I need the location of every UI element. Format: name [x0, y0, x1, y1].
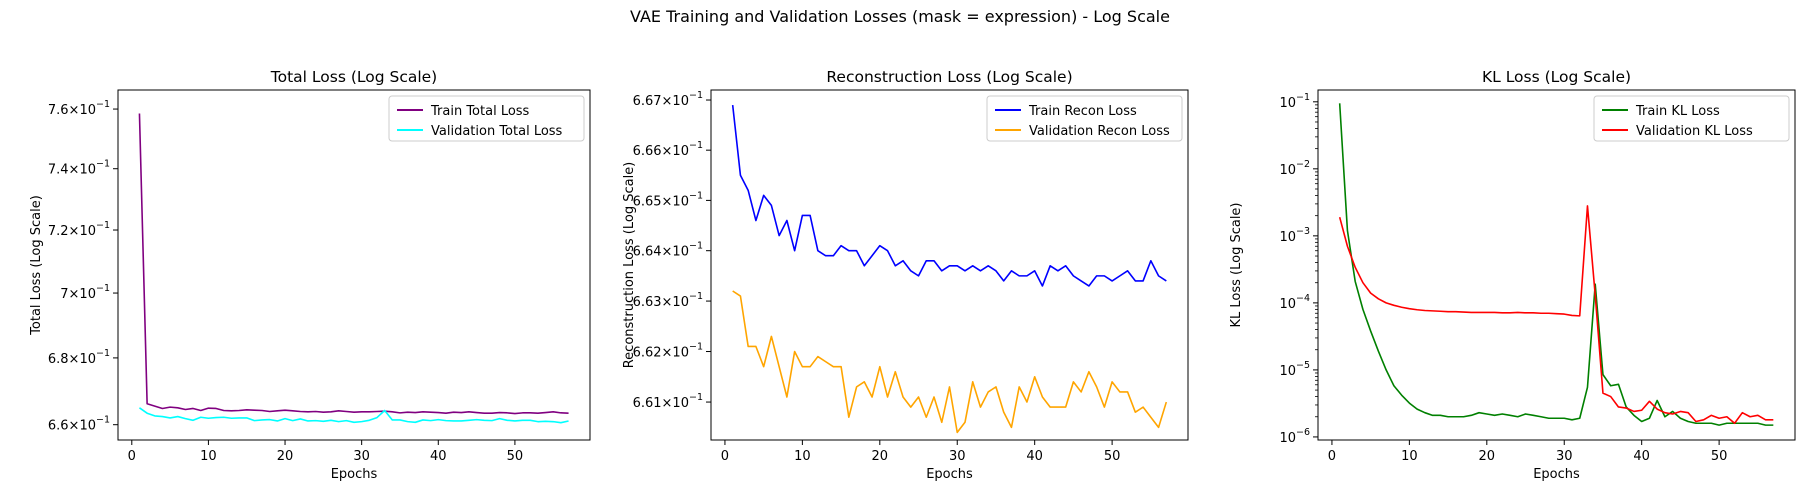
y-tick-label: 7.4×10−1 — [48, 159, 110, 178]
chart-panel-0: 0 10 20 30 40 50 6.6×10−1 6.8×10−1 7×10−1 7.2×10−… — [29, 68, 591, 482]
panel-title: Total Loss (Log Scale) — [270, 68, 437, 86]
figure-title: VAE Training and Validation Losses (mask… — [630, 7, 1170, 26]
y-tick-label: 6.65×10−1 — [633, 190, 703, 209]
x-tick-label: 0 — [1328, 449, 1336, 464]
y-tick-label: 10−3 — [1279, 226, 1310, 245]
series-line-2-1 — [1338, 205, 1774, 425]
y-tick-label: 6.8×10−1 — [48, 348, 110, 367]
x-tick-label: 50 — [507, 449, 524, 464]
panel-title: Reconstruction Loss (Log Scale) — [826, 68, 1072, 86]
x-tick-label: 30 — [353, 449, 370, 464]
legend: Train Recon Loss Validation Recon Loss — [986, 95, 1183, 142]
y-axis-label: KL Loss (Log Scale) — [1229, 202, 1244, 327]
x-axis-label: Epochs — [926, 467, 973, 482]
legend-box — [388, 95, 585, 142]
y-tick-label: 6.61×10−1 — [633, 392, 703, 411]
y-tick-label: 6.6×10−1 — [48, 415, 110, 434]
legend-label: Validation KL Loss — [1636, 124, 1753, 139]
legend-box — [1593, 95, 1790, 142]
series-line-0-0 — [138, 113, 569, 415]
chart-panel-2: 0 10 20 30 40 50 10−6 10−5 10−4 10−3 10−2 10−1 Epoch… — [1229, 68, 1796, 482]
legend-label: Validation Total Loss — [431, 124, 563, 139]
x-tick-label: 20 — [872, 449, 889, 464]
x-axis-label: Epochs — [331, 467, 378, 482]
series-line-2-0 — [1338, 103, 1774, 426]
legend-label: Train Total Loss — [430, 104, 530, 119]
x-tick-label: 10 — [200, 449, 217, 464]
x-tick-label: 30 — [1556, 449, 1573, 464]
y-tick-label: 7.2×10−1 — [48, 220, 110, 239]
y-tick-label: 10−6 — [1279, 427, 1310, 446]
x-axis-label: Epochs — [1533, 467, 1580, 482]
x-tick-label: 10 — [1401, 449, 1418, 464]
x-tick-label: 50 — [1104, 449, 1121, 464]
y-tick-label: 10−2 — [1279, 159, 1310, 178]
legend: Train Total Loss Validation Total Loss — [388, 95, 585, 142]
y-axis-label: Reconstruction Loss (Log Scale) — [622, 162, 637, 369]
x-tick-label: 0 — [721, 449, 729, 464]
series-line-1-0 — [731, 104, 1167, 287]
plot-frame — [117, 89, 591, 441]
legend-label: Validation Recon Loss — [1029, 124, 1170, 139]
x-tick-label: 0 — [128, 449, 136, 464]
chart-panel-1: 0 10 20 30 40 50 6.61×10−1 6.62×10−1 6.63×10−1 6.… — [622, 68, 1189, 482]
y-tick-label: 7.6×10−1 — [48, 99, 110, 118]
series-line-1-1 — [732, 290, 1168, 434]
x-tick-label: 30 — [949, 449, 966, 464]
legend-label: Train Recon Loss — [1028, 104, 1137, 119]
y-tick-label: 6.67×10−1 — [633, 90, 703, 109]
y-tick-label: 6.66×10−1 — [633, 140, 703, 159]
legend-box — [986, 95, 1183, 142]
plot-frame — [1317, 89, 1796, 441]
chart-panels: 0 10 20 30 40 50 6.6×10−1 6.8×10−1 7×10−1 7.2×10−… — [29, 68, 1796, 482]
legend: Train KL Loss Validation KL Loss — [1593, 95, 1790, 142]
y-tick-label: 7×10−1 — [60, 283, 110, 302]
y-tick-label: 6.62×10−1 — [633, 342, 703, 361]
x-tick-label: 40 — [1026, 449, 1043, 464]
x-tick-label: 10 — [794, 449, 811, 464]
y-tick-label: 10−1 — [1279, 92, 1310, 111]
y-axis-label: Total Loss (Log Scale) — [29, 195, 44, 336]
y-tick-label: 10−5 — [1279, 360, 1310, 379]
y-tick-label: 10−4 — [1279, 293, 1310, 312]
x-tick-label: 20 — [1479, 449, 1496, 464]
plot-frame — [710, 89, 1189, 441]
x-tick-label: 20 — [277, 449, 294, 464]
series-line-0-1 — [138, 407, 569, 424]
y-tick-label: 6.63×10−1 — [633, 291, 703, 310]
panel-title: KL Loss (Log Scale) — [1482, 68, 1631, 86]
x-tick-label: 50 — [1711, 449, 1728, 464]
legend-label: Train KL Loss — [1635, 104, 1720, 119]
x-tick-label: 40 — [1633, 449, 1650, 464]
y-tick-label: 6.64×10−1 — [633, 241, 703, 260]
x-tick-label: 40 — [430, 449, 447, 464]
